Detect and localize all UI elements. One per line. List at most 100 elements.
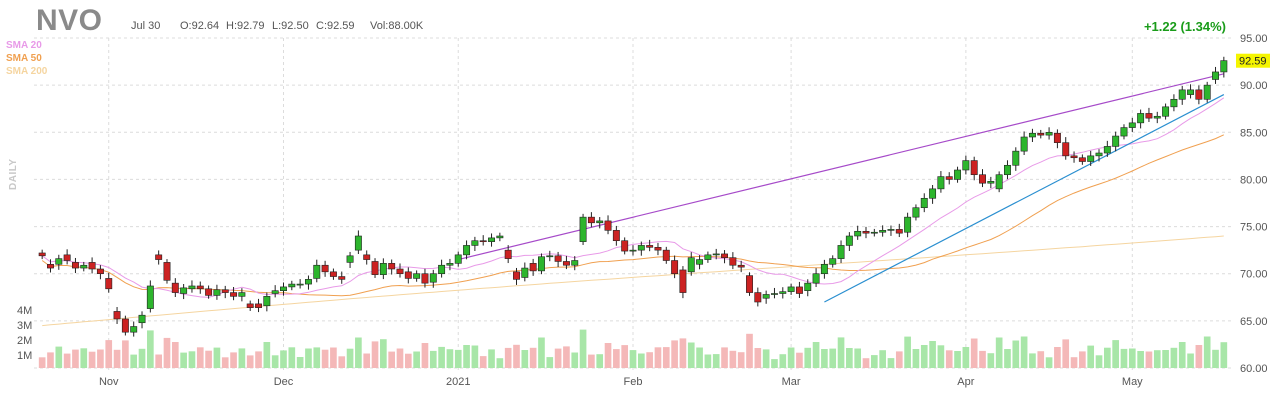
quote-open: O:92.64 <box>180 20 220 32</box>
volume-bar <box>280 350 287 368</box>
candle-up <box>887 229 895 231</box>
candle-down <box>654 247 662 251</box>
candle-up <box>288 283 296 288</box>
volume-bar <box>1087 345 1095 368</box>
candle-down <box>970 160 978 176</box>
y-tick-label: 90.00 <box>1240 80 1268 92</box>
volume-bar <box>779 354 787 368</box>
volume-bar <box>355 337 362 368</box>
volume-bar <box>887 358 895 368</box>
volume-bar <box>463 345 470 368</box>
volume-bar <box>596 354 604 368</box>
candle-up <box>1187 89 1195 95</box>
candle-up <box>637 245 645 251</box>
volume-bar <box>1137 351 1144 368</box>
candle-down <box>155 254 163 260</box>
candle-down <box>1070 155 1078 159</box>
candle-down <box>163 262 171 281</box>
candle-up <box>1153 115 1161 119</box>
volume-bar <box>346 348 354 368</box>
volume-bar <box>205 350 212 368</box>
candle-up <box>854 230 862 237</box>
volume-bar <box>454 349 462 368</box>
y-tick-label: 80.00 <box>1240 174 1268 186</box>
volume-bar <box>1162 350 1169 368</box>
candle-up <box>820 263 828 275</box>
volume-bar <box>1012 340 1020 368</box>
candle-up <box>879 230 887 233</box>
volume-bar <box>646 352 653 368</box>
candle-down <box>529 263 537 272</box>
last-price-label: 92.59 <box>1239 56 1267 68</box>
candle-down <box>196 285 204 290</box>
candle-up <box>346 255 354 263</box>
y-tick-label: 85.00 <box>1240 127 1268 139</box>
volume-bar <box>404 353 412 368</box>
volume-bar <box>1145 351 1153 368</box>
volume-bar <box>1070 357 1078 368</box>
candle-up <box>812 273 820 284</box>
candle-down <box>47 263 54 269</box>
volume-bar <box>613 349 620 368</box>
candle-up <box>845 235 853 246</box>
candle-up <box>413 273 421 279</box>
volume-bar <box>1153 350 1161 368</box>
x-tick-label: Apr <box>957 376 974 388</box>
volume-bar <box>1062 339 1070 368</box>
volume-bar <box>696 347 703 368</box>
volume-bar <box>912 349 920 368</box>
volume-bar <box>929 341 936 368</box>
quote-low: L:92.50 <box>272 20 309 32</box>
candle-up <box>787 286 795 292</box>
candle-up <box>471 240 479 246</box>
volume-bar <box>1095 355 1103 368</box>
candle-up <box>379 263 387 275</box>
candle-down <box>662 249 670 261</box>
candle-up <box>696 259 704 265</box>
candle-down <box>321 264 329 273</box>
candle-up <box>779 291 787 294</box>
candle-down <box>729 257 737 266</box>
volume-bar <box>313 347 321 368</box>
candle-down <box>388 263 396 270</box>
volume-tick-label: 4M <box>17 305 32 317</box>
candle-up <box>937 176 945 190</box>
volume-bar <box>854 348 862 368</box>
candle-up <box>304 279 312 285</box>
volume-bar <box>1112 340 1119 368</box>
candle-up <box>829 258 837 265</box>
sma-20-line <box>41 97 1225 298</box>
volume-bar <box>995 337 1003 368</box>
candle-up <box>995 174 1003 190</box>
volume-bar <box>513 344 520 368</box>
volume-bar <box>371 341 379 368</box>
candle-up <box>954 169 962 180</box>
volume-bar <box>1212 349 1219 368</box>
volume-bar <box>63 353 71 368</box>
volume-bar <box>754 348 762 368</box>
volume-bar <box>712 354 720 368</box>
volume-bar <box>147 330 154 368</box>
volume-bar <box>288 347 296 368</box>
candle-up <box>138 314 146 324</box>
legend-sma-50: SMA 50 <box>6 53 42 64</box>
candle-up <box>1137 113 1145 124</box>
candle-up <box>1087 155 1095 162</box>
candle-down <box>171 282 179 293</box>
volume-bar <box>979 350 986 368</box>
candle-down <box>105 278 113 290</box>
candle-up <box>1095 152 1103 157</box>
candle-down <box>646 245 654 248</box>
y-tick-label: 75.00 <box>1240 222 1268 234</box>
candle-up <box>870 231 878 234</box>
candle-up <box>1028 132 1036 138</box>
candle-up <box>1045 131 1053 136</box>
candle-down <box>862 230 870 234</box>
y-tick-label: 60.00 <box>1240 363 1268 375</box>
candle-up <box>1012 150 1020 166</box>
volume-bar <box>1004 349 1011 368</box>
volume-bar <box>588 354 595 368</box>
volume-bar <box>829 348 837 368</box>
trendline-upper <box>458 73 1224 261</box>
candle-up <box>987 181 995 184</box>
